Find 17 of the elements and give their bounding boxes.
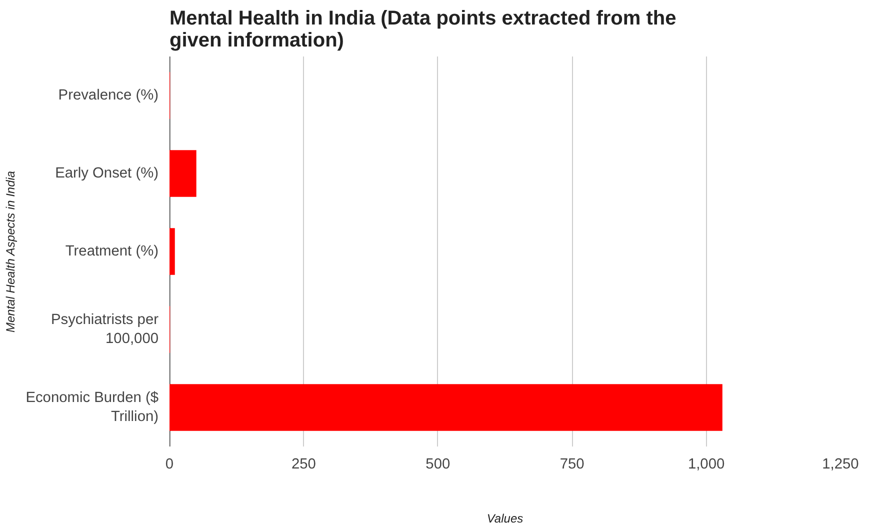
y-tick-label: Early Onset (%)	[55, 166, 159, 182]
x-tick-label: 0	[165, 456, 174, 472]
y-tick-label: Treatment (%)	[65, 244, 159, 260]
x-tick-label: 1,000	[688, 456, 725, 472]
x-tick-label: 750	[560, 456, 584, 472]
y-tick-label: Economic Burden ($ Trillion)	[26, 390, 159, 426]
chart-title: Mental Health in India (Data points extracted from the given information)	[170, 8, 676, 52]
x-tick-label: 1,250	[822, 456, 859, 472]
bar	[170, 384, 722, 431]
y-tick-label: Psychiatrists per 100,000	[50, 312, 159, 348]
x-tick-label: 250	[291, 456, 316, 472]
y-tick-label: Prevalence (%)	[58, 88, 159, 104]
y-axis-title: Mental Health Aspects in India	[4, 170, 18, 333]
x-tick-label: 500	[426, 456, 450, 472]
x-axis-title: Values	[486, 512, 524, 526]
bar	[170, 150, 196, 197]
bar	[170, 228, 175, 275]
